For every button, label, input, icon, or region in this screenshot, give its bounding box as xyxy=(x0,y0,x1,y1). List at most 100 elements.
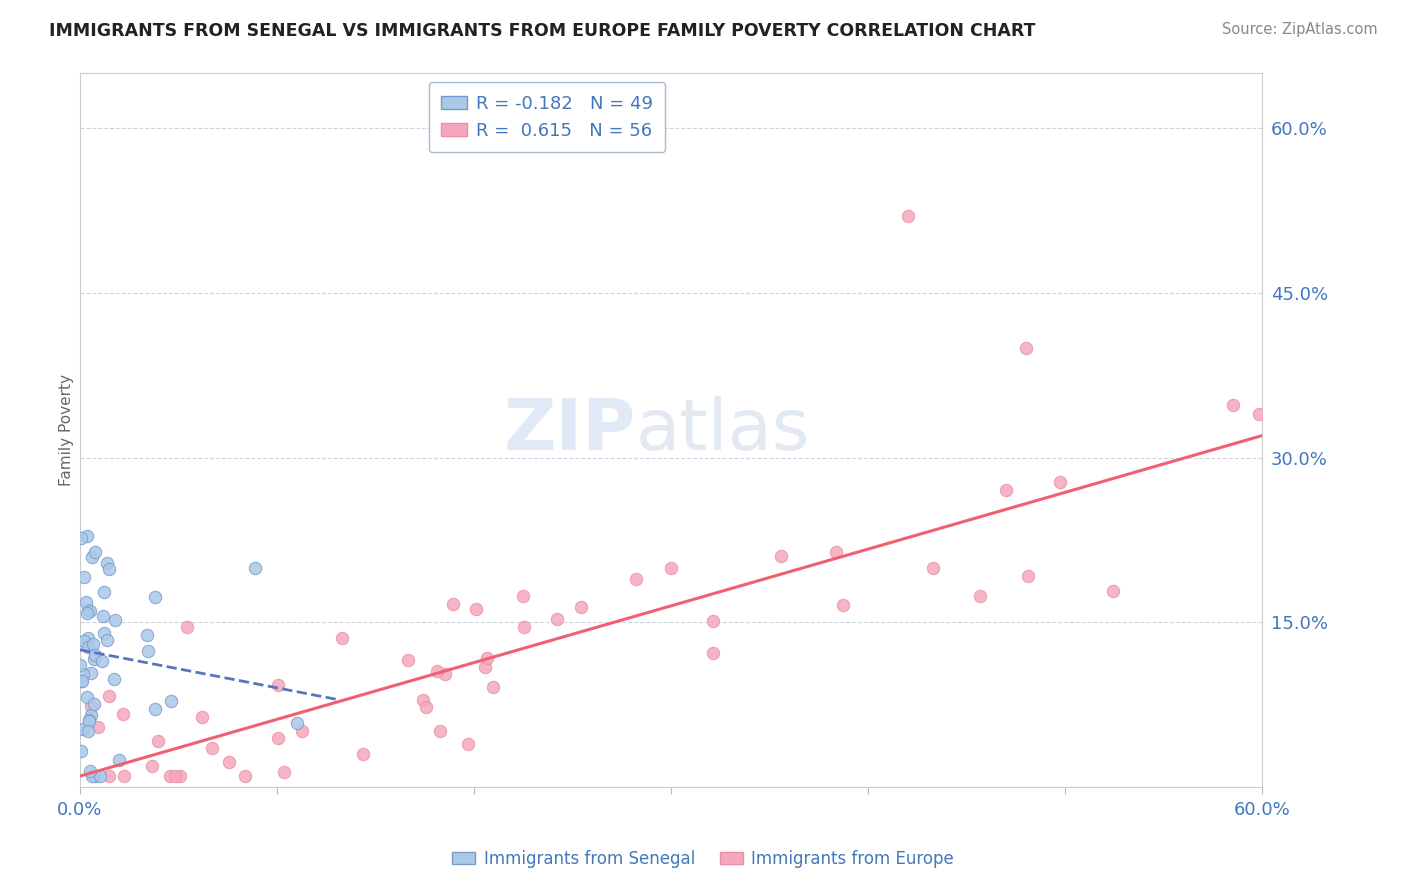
Point xyxy=(457,737,479,751)
Point xyxy=(163,769,186,783)
Point xyxy=(79,665,101,680)
Point xyxy=(266,731,288,746)
Point xyxy=(201,741,224,756)
Point xyxy=(70,532,93,546)
Point xyxy=(82,550,104,565)
Point xyxy=(1015,341,1038,355)
Point xyxy=(1017,569,1039,583)
Point xyxy=(82,637,104,651)
Point xyxy=(91,609,114,624)
Point xyxy=(433,667,456,681)
Point xyxy=(415,700,437,714)
Legend: R = -0.182   N = 49, R =  0.615   N = 56: R = -0.182 N = 49, R = 0.615 N = 56 xyxy=(429,82,665,153)
Point xyxy=(769,549,792,564)
Point xyxy=(93,584,115,599)
Point xyxy=(702,646,724,660)
Point xyxy=(77,714,100,729)
Point xyxy=(79,713,101,727)
Point xyxy=(83,648,105,663)
Point xyxy=(441,597,464,611)
Point xyxy=(330,632,353,646)
Point xyxy=(626,572,648,586)
Point xyxy=(93,626,115,640)
Point xyxy=(73,633,96,648)
Point xyxy=(76,607,98,621)
Point xyxy=(108,753,131,767)
Point xyxy=(659,561,682,575)
Text: ZIP: ZIP xyxy=(503,395,636,465)
Point xyxy=(832,598,855,612)
Point xyxy=(273,765,295,780)
Point xyxy=(995,483,1018,498)
Point xyxy=(291,723,314,738)
Point xyxy=(79,604,101,618)
Point xyxy=(98,690,121,704)
Point xyxy=(145,591,167,605)
Point xyxy=(76,690,98,705)
Point xyxy=(73,569,96,583)
Point xyxy=(76,632,98,646)
Point xyxy=(1247,407,1270,421)
Point xyxy=(477,651,499,665)
Point xyxy=(80,698,103,713)
Point xyxy=(191,710,214,724)
Point xyxy=(159,769,181,783)
Point xyxy=(75,595,97,609)
Point xyxy=(285,715,308,730)
Point xyxy=(143,702,166,716)
Point xyxy=(103,672,125,686)
Point xyxy=(825,544,848,558)
Point xyxy=(83,698,105,712)
Point xyxy=(969,589,991,603)
Point xyxy=(1101,584,1123,599)
Point xyxy=(569,599,592,614)
Point xyxy=(1222,398,1244,412)
Point xyxy=(512,589,534,603)
Point xyxy=(89,769,111,783)
Point xyxy=(76,529,98,543)
Point xyxy=(160,694,183,708)
Point xyxy=(72,722,94,736)
Point xyxy=(141,759,163,773)
Point xyxy=(426,664,449,678)
Point xyxy=(70,744,93,758)
Point xyxy=(266,678,288,692)
Point xyxy=(79,764,101,778)
Point xyxy=(396,653,419,667)
Point xyxy=(176,620,198,634)
Point xyxy=(96,556,118,570)
Point xyxy=(72,667,94,681)
Point xyxy=(482,680,505,694)
Point xyxy=(112,769,135,783)
Point xyxy=(69,658,91,673)
Point xyxy=(353,747,375,761)
Point xyxy=(235,769,257,783)
Text: IMMIGRANTS FROM SENEGAL VS IMMIGRANTS FROM EUROPE FAMILY POVERTY CORRELATION CHA: IMMIGRANTS FROM SENEGAL VS IMMIGRANTS FR… xyxy=(49,22,1036,40)
Point xyxy=(83,651,105,665)
Point xyxy=(546,611,568,625)
Point xyxy=(96,632,118,647)
Y-axis label: Family Poverty: Family Poverty xyxy=(59,374,75,486)
Point xyxy=(83,544,105,558)
Point xyxy=(429,724,451,739)
Point xyxy=(218,755,240,769)
Point xyxy=(80,708,103,723)
Point xyxy=(474,660,496,674)
Point xyxy=(104,613,127,627)
Point xyxy=(70,674,93,689)
Point xyxy=(412,693,434,707)
Point xyxy=(77,603,100,617)
Point xyxy=(146,734,169,748)
Legend: Immigrants from Senegal, Immigrants from Europe: Immigrants from Senegal, Immigrants from… xyxy=(446,844,960,875)
Point xyxy=(243,561,266,575)
Text: atlas: atlas xyxy=(636,395,810,465)
Point xyxy=(80,769,103,783)
Point xyxy=(896,209,918,223)
Point xyxy=(98,562,121,576)
Point xyxy=(921,560,943,574)
Point xyxy=(138,644,160,658)
Point xyxy=(87,721,110,735)
Point xyxy=(702,614,724,628)
Point xyxy=(465,602,488,616)
Text: Source: ZipAtlas.com: Source: ZipAtlas.com xyxy=(1222,22,1378,37)
